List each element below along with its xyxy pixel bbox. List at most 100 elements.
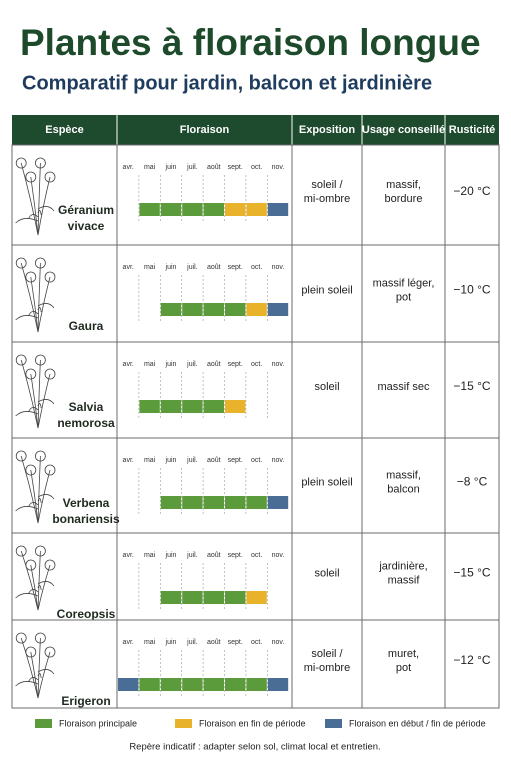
- legend-label: Floraison principale: [59, 718, 137, 728]
- bloom-segment: [225, 303, 246, 316]
- bloom-segment: [267, 203, 289, 216]
- cell-text: massif,: [386, 469, 421, 481]
- plant-flower: [25, 646, 37, 658]
- month-label: août: [207, 164, 221, 171]
- month-label: juin: [165, 264, 177, 271]
- plant-flower: [35, 354, 46, 366]
- month-label: nov.: [272, 552, 285, 559]
- month-label: août: [207, 361, 221, 368]
- plant-leaf: [37, 307, 42, 313]
- plant-flower: [15, 632, 27, 644]
- month-label: juil.: [186, 164, 198, 171]
- bloom-segment: [246, 678, 267, 691]
- month-label: juin: [165, 361, 177, 368]
- cell-text: massif: [388, 574, 421, 586]
- month-label: oct.: [251, 164, 262, 171]
- bloom-segment: [203, 203, 224, 216]
- month-label: août: [207, 639, 221, 646]
- cell-text: soleil /: [311, 179, 343, 191]
- plant-stem: [30, 373, 39, 429]
- month-label: mai: [144, 164, 156, 171]
- plant-flower: [15, 545, 27, 557]
- plant-flower: [25, 464, 37, 476]
- month-label: juin: [165, 164, 177, 171]
- cell-text: muret,: [388, 648, 419, 660]
- month-label: sept.: [228, 361, 243, 368]
- plant-stem: [30, 651, 39, 699]
- month-label: sept.: [228, 264, 243, 271]
- bloom-segment: [139, 678, 160, 691]
- species-name: Coreopsis: [57, 607, 116, 621]
- plant-leaf: [28, 677, 39, 683]
- legend-swatch: [325, 719, 342, 728]
- bloom-segment: [203, 496, 224, 509]
- month-label: nov.: [272, 361, 285, 368]
- plant-leaf: [37, 581, 55, 587]
- bloom-segment: [118, 678, 139, 691]
- species-name: Gaura: [69, 319, 104, 333]
- plant-leaf: [28, 311, 39, 317]
- month-label: oct.: [251, 361, 262, 368]
- cell-text: bordure: [385, 193, 423, 205]
- bloom-segment: [267, 496, 289, 509]
- legend-label: Floraison en fin de période: [199, 718, 306, 728]
- hardiness: −20 °C: [453, 184, 490, 198]
- bloom-segment: [182, 678, 203, 691]
- cell-text: pot: [396, 291, 411, 303]
- month-label: juin: [165, 639, 177, 646]
- month-label: nov.: [272, 457, 285, 464]
- plant-flower: [44, 271, 56, 283]
- plant-flower: [25, 368, 37, 380]
- cell-text: pot: [396, 662, 411, 674]
- plant-flower: [44, 646, 56, 658]
- cell-text: mi-ombre: [304, 662, 350, 674]
- title: Plantes à floraison longue: [20, 22, 481, 63]
- plant-leaf: [37, 403, 42, 409]
- species-name: Verbena: [63, 496, 110, 510]
- month-label: oct.: [251, 552, 262, 559]
- bloom-segment: [182, 303, 203, 316]
- species-name: bonariensis: [52, 512, 120, 526]
- plant-stem: [30, 469, 39, 524]
- month-label: avr.: [123, 457, 134, 464]
- bloom-segment: [160, 591, 182, 604]
- month-label: sept.: [228, 639, 243, 646]
- plant-stem: [37, 455, 41, 524]
- plant-leaf: [37, 585, 42, 591]
- plant-flower: [25, 271, 37, 283]
- month-label: avr.: [123, 264, 134, 271]
- month-label: mai: [144, 457, 156, 464]
- cell-text: massif léger,: [373, 277, 435, 289]
- bloom-segment: [182, 496, 203, 509]
- plant-stem: [37, 359, 41, 429]
- bloom-segment: [182, 203, 203, 216]
- plant-leaf: [37, 498, 42, 504]
- bloom-segment: [267, 678, 289, 691]
- plant-flower: [44, 464, 56, 476]
- bloom-segment: [203, 303, 224, 316]
- plant-leaf: [37, 206, 55, 212]
- plant-flower: [35, 157, 46, 169]
- plant-leaf: [15, 315, 39, 321]
- month-label: juil.: [186, 552, 198, 559]
- plant-leaf: [37, 669, 55, 675]
- bloom-segment: [203, 591, 224, 604]
- plant-leaf: [37, 399, 55, 405]
- plant-flower: [15, 257, 27, 269]
- plant-stem: [20, 262, 39, 333]
- plant-stem: [37, 564, 51, 611]
- month-label: mai: [144, 639, 156, 646]
- plant-flower: [44, 368, 56, 380]
- hardiness: −12 °C: [453, 653, 490, 667]
- month-label: nov.: [272, 264, 285, 271]
- bloom-segment: [246, 303, 267, 316]
- cell-text: plein soleil: [301, 284, 352, 296]
- hardiness: −8 °C: [457, 475, 488, 489]
- plant-flower: [25, 559, 37, 571]
- plant-leaf: [28, 407, 39, 413]
- month-label: juil.: [186, 639, 198, 646]
- plant-stem: [20, 162, 39, 236]
- bloom-segment: [182, 400, 203, 413]
- bloom-segment: [182, 591, 203, 604]
